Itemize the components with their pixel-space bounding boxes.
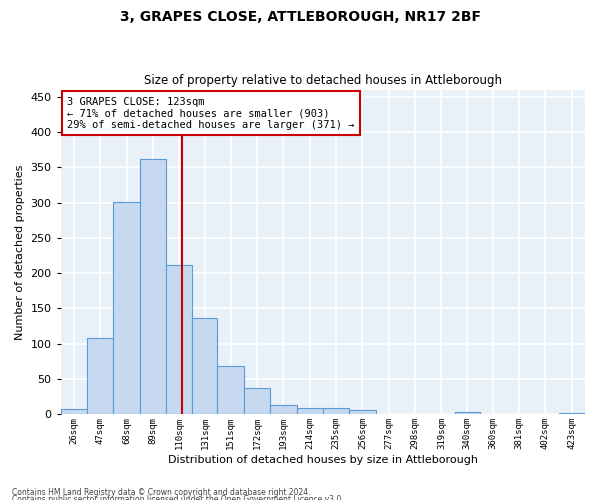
Text: Contains HM Land Registry data © Crown copyright and database right 2024.: Contains HM Land Registry data © Crown c… [12,488,311,497]
Bar [244,388,270,414]
Bar [455,412,479,414]
Text: 3 GRAPES CLOSE: 123sqm
← 71% of detached houses are smaller (903)
29% of semi-de: 3 GRAPES CLOSE: 123sqm ← 71% of detached… [67,96,355,130]
Bar [559,413,585,414]
Title: Size of property relative to detached houses in Attleborough: Size of property relative to detached ho… [144,74,502,87]
Text: 3, GRAPES CLOSE, ATTLEBOROUGH, NR17 2BF: 3, GRAPES CLOSE, ATTLEBOROUGH, NR17 2BF [119,10,481,24]
Bar [349,410,376,414]
Bar [87,338,113,414]
Bar [113,202,140,414]
Bar [323,408,349,414]
Bar [217,366,244,414]
Bar [270,405,296,414]
Bar [140,159,166,414]
Bar [61,409,87,414]
Bar [166,264,193,414]
Y-axis label: Number of detached properties: Number of detached properties [15,164,25,340]
Text: Contains public sector information licensed under the Open Government Licence v3: Contains public sector information licen… [12,496,344,500]
X-axis label: Distribution of detached houses by size in Attleborough: Distribution of detached houses by size … [168,455,478,465]
Bar [296,408,323,414]
Bar [193,318,217,414]
